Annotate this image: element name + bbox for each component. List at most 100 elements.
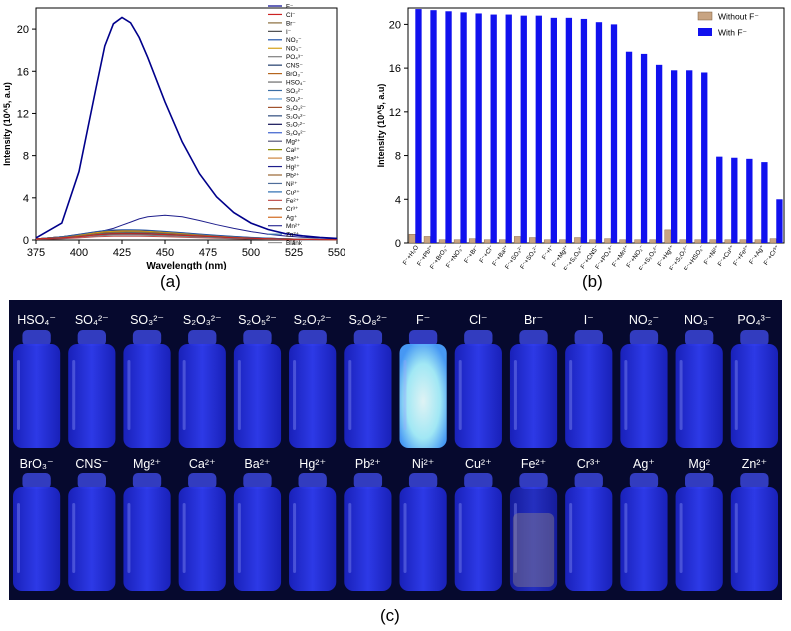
vial-body — [730, 344, 778, 448]
vial-body — [509, 487, 558, 591]
vial-body — [68, 487, 116, 591]
vial-body — [399, 487, 447, 591]
vial-body — [399, 344, 447, 448]
legend-label: Zn²⁺ — [286, 232, 299, 239]
vial-cap — [188, 330, 217, 346]
legend-label: Br⁻ — [286, 20, 296, 27]
vial-label: F⁻ — [416, 313, 430, 327]
vial-highlight — [569, 360, 573, 430]
vial-photograph: HSO₄⁻ SO₄²⁻ SO₃²⁻ S₂O₃²⁻ S₂O₅²⁻ S₂O₇²⁻ S₂O₈²⁻ F… — [9, 300, 782, 600]
vial-label: Ag⁺ — [633, 457, 655, 471]
legend-label: Cr³⁺ — [286, 206, 298, 213]
y-tick-label: 20 — [17, 24, 29, 36]
vial-label: HSO₄⁻ — [17, 313, 56, 327]
legend-label: F⁻ — [286, 3, 293, 10]
legend-label: CNS⁻ — [286, 63, 303, 70]
bar-without-f — [529, 237, 536, 244]
vial-label: Cl⁻ — [469, 313, 487, 327]
bar-without-f — [739, 239, 747, 244]
y-tick-label: 4 — [23, 193, 29, 205]
vial-highlight — [72, 360, 76, 430]
vial-cap — [22, 473, 51, 489]
legend-label: SO₃²⁻ — [286, 88, 303, 95]
legend-label-without: Without F⁻ — [718, 12, 759, 22]
y-axis-label: Intensity (10^5, a.u) — [376, 84, 386, 168]
vial-highlight — [72, 503, 76, 573]
vial-highlight — [348, 503, 352, 573]
vial-cap — [685, 330, 714, 346]
x-tick-label: F⁻+I⁻ — [541, 244, 556, 261]
vial-highlight — [17, 360, 20, 430]
bar-with-f — [430, 10, 437, 243]
vial-label: Pb²⁺ — [355, 457, 381, 471]
bar-without-f — [604, 238, 612, 244]
vial-body — [123, 344, 171, 448]
vial-body — [233, 487, 282, 591]
vial-body — [454, 487, 502, 591]
bar-without-f — [679, 239, 687, 244]
x-tick-label: 525 — [285, 247, 303, 259]
legend-label: S₂O₃²⁻ — [286, 105, 306, 112]
legend-label: Ni²⁺ — [286, 181, 298, 188]
vial-cap — [22, 330, 51, 346]
series-line — [35, 16, 338, 240]
vial-highlight — [403, 360, 407, 430]
legend-label: I⁻ — [286, 29, 291, 36]
bar-with-f — [520, 15, 527, 243]
vial-body — [730, 487, 778, 591]
vial-highlight — [679, 360, 683, 430]
bar-without-f — [634, 239, 642, 244]
bar-with-f — [505, 14, 512, 244]
x-tick-label: 550 — [328, 247, 345, 259]
vial-cap — [353, 330, 383, 346]
vial-highlight — [237, 360, 241, 430]
vial-label: NO₃⁻ — [684, 313, 714, 327]
vial-label: Br⁻ — [524, 313, 543, 327]
vial-cap — [77, 473, 106, 489]
bar-with-f — [655, 64, 663, 243]
y-tick-label: 20 — [389, 19, 401, 31]
vial-cap — [740, 330, 769, 346]
vial-label: NO₂⁻ — [629, 313, 659, 327]
bar-without-f — [589, 239, 596, 244]
legend-swatch-with — [698, 28, 712, 36]
legend-label: Pb²⁺ — [286, 172, 299, 179]
vial-highlight — [458, 503, 462, 573]
legend-label: Ba²⁺ — [286, 156, 299, 163]
vial-highlight — [679, 503, 683, 573]
vial-cap — [574, 473, 603, 489]
vial-label: S₂O₃²⁻ — [183, 313, 222, 327]
bar-with-f — [445, 11, 452, 244]
legend-label: HSO₄⁻ — [286, 79, 306, 86]
vial-label: Mg²⁺ — [133, 457, 161, 471]
vial-cap — [519, 330, 548, 346]
legend-label: Ca²⁺ — [286, 147, 300, 154]
vial-highlight — [624, 360, 628, 430]
bar-without-f — [769, 238, 777, 244]
spectrum-panel: 0 4 8 12 16 20 375 400 425 450 475 500 525 550 Wavelen… — [0, 0, 346, 295]
vial-label: Hg²⁺ — [299, 457, 326, 471]
vial-body — [675, 344, 723, 448]
vial-body — [565, 344, 613, 448]
y-tick-label: 16 — [389, 63, 401, 75]
vial-cap — [77, 330, 106, 346]
vial-label: PO₄³⁻ — [737, 313, 771, 327]
series-line — [35, 233, 338, 241]
legend-label: Cl⁻ — [286, 12, 295, 19]
y-tick-label: 8 — [395, 151, 401, 163]
vial-body — [13, 487, 61, 591]
y-tick-label: 16 — [17, 66, 29, 78]
x-tick-label: 450 — [156, 247, 174, 259]
y-tick-label: 4 — [395, 194, 401, 206]
y-tick-label: 0 — [23, 235, 29, 247]
caption-c: (c) — [380, 606, 400, 625]
vial-highlight — [513, 360, 517, 430]
legend-label: SO₄²⁻ — [286, 96, 303, 103]
legend-label: BrO₃⁻ — [286, 71, 303, 78]
bar-without-f — [619, 239, 627, 244]
bar-without-f — [574, 237, 581, 244]
vial-cap — [685, 473, 714, 489]
x-tick-label: F⁻+Br⁻ — [463, 244, 480, 265]
vial-cap — [629, 330, 659, 346]
vial-highlight — [734, 503, 738, 573]
